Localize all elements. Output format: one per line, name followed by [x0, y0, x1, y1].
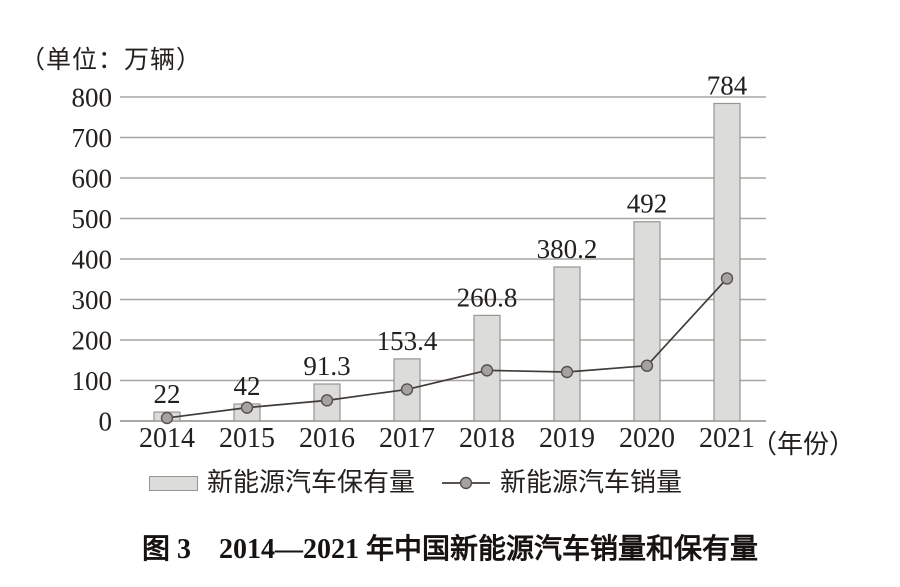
x-tick-label-2017: 2017	[379, 423, 435, 454]
sales-line	[166, 277, 728, 419]
x-tick-label-2014: 2014	[139, 423, 195, 454]
bar-value-label-2016: 91.3	[303, 351, 350, 381]
bar-value-label-2018: 260.8	[457, 282, 518, 312]
y-tick-label: 600	[72, 164, 113, 194]
bar-2020	[633, 221, 661, 422]
y-tick-label: 700	[72, 123, 113, 153]
sales-point-2018	[480, 364, 494, 377]
legend-label-sales: 新能源汽车销量	[500, 468, 683, 497]
figure-caption: 图 3 2014—2021 年中国新能源汽车销量和保有量	[141, 534, 758, 565]
chart-legend: 新能源汽车保有量 新能源汽车销量	[149, 466, 682, 500]
x-tick-label-2018: 2018	[459, 423, 515, 454]
bar-swatch-icon	[149, 475, 198, 491]
y-tick-label: 500	[72, 204, 113, 234]
legend-label-ownership: 新能源汽车保有量	[207, 468, 416, 497]
legend-item-sales: 新能源汽车销量	[441, 466, 682, 500]
y-tick-label: 300	[72, 285, 113, 315]
sales-point-2014	[160, 411, 174, 425]
line-marker-icon	[442, 476, 491, 490]
sales-point-2019	[560, 365, 574, 379]
y-axis-unit-label: （单位：万辆）	[20, 47, 203, 74]
bar-2019	[553, 266, 581, 422]
sales-point-2020	[640, 359, 654, 372]
bar-value-label-2015: 42	[234, 371, 261, 401]
sales-point-2021	[720, 272, 734, 285]
x-tick-label-2019: 2019	[539, 423, 595, 454]
sales-point-2016	[320, 394, 334, 407]
y-tick-label: 800	[72, 83, 113, 113]
bar-value-label-2019: 380.2	[537, 234, 598, 264]
y-tick-label: 100	[72, 366, 113, 396]
bar-value-label-2017: 153.4	[377, 326, 438, 356]
x-tick-label-2015: 2015	[219, 423, 275, 454]
bar-value-label-2014: 22	[154, 379, 181, 409]
sales-point-2015	[240, 401, 254, 414]
x-tick-label-2021: 2021	[699, 423, 755, 454]
y-tick-label: 400	[72, 245, 113, 275]
x-tick-label-2016: 2016	[299, 423, 355, 454]
legend-item-ownership: 新能源汽车保有量	[149, 466, 415, 500]
bar-value-label-2021: 784	[707, 70, 748, 100]
y-tick-label: 0	[99, 407, 113, 437]
bar-value-label-2020: 492	[627, 189, 668, 219]
x-axis-unit-label: （年份）	[751, 430, 856, 459]
y-tick-label: 200	[72, 326, 113, 356]
x-tick-label-2020: 2020	[619, 423, 675, 454]
bar-2021	[713, 102, 741, 422]
sales-point-2017	[400, 383, 414, 396]
